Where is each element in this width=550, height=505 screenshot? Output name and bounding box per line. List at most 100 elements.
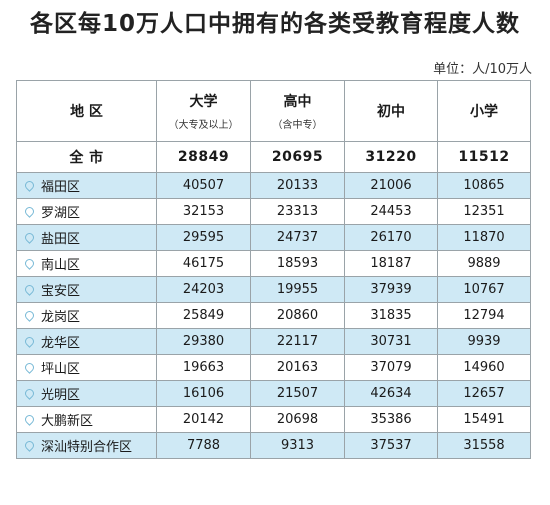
location-pin-icon — [23, 205, 36, 218]
table-row: 龙华区 29380 22117 30731 9939 — [16, 328, 531, 355]
value-cell: 32153 — [156, 198, 251, 225]
unit-label: 单位：人/10万人 — [433, 62, 532, 77]
header-district: 地 区 — [16, 80, 157, 142]
value-cell: 24203 — [156, 276, 251, 303]
total-value: 11512 — [437, 141, 531, 173]
location-pin-icon — [23, 231, 36, 244]
district-name: 光明区 — [41, 388, 81, 403]
district-name-cell: 大鹏新区 — [16, 406, 157, 433]
table-row: 龙岗区 25849 20860 31835 12794 — [16, 302, 531, 329]
value-cell: 25849 — [156, 302, 251, 329]
location-pin-icon — [23, 335, 36, 348]
value-cell: 19663 — [156, 354, 251, 381]
value-cell: 31835 — [344, 302, 438, 329]
header-highschool: 高中 （含中专） — [250, 80, 345, 142]
location-pin-icon — [23, 283, 36, 296]
value-cell: 31558 — [437, 432, 531, 459]
value-cell: 46175 — [156, 250, 251, 277]
value-cell: 12794 — [437, 302, 531, 329]
header-row: 地 区 大学 （大专及以上） 高中 （含中专） 初中 小学 — [16, 80, 531, 142]
value-cell: 29595 — [156, 224, 251, 251]
header-university-sub: （大专及以上） — [168, 120, 239, 131]
location-pin-icon — [23, 413, 36, 426]
value-cell: 22117 — [250, 328, 345, 355]
value-cell: 12657 — [437, 380, 531, 407]
district-name: 深汕特别合作区 — [41, 440, 133, 455]
district-name: 龙岗区 — [41, 310, 81, 325]
value-cell: 37079 — [344, 354, 438, 381]
value-cell: 20133 — [250, 172, 345, 199]
value-cell: 14960 — [437, 354, 531, 381]
value-cell: 10865 — [437, 172, 531, 199]
district-name-cell: 南山区 — [16, 250, 157, 277]
header-highschool-sub: （含中专） — [272, 120, 323, 131]
table-row: 大鹏新区 20142 20698 35386 15491 — [16, 406, 531, 433]
value-cell: 30731 — [344, 328, 438, 355]
value-cell: 16106 — [156, 380, 251, 407]
value-cell: 24453 — [344, 198, 438, 225]
district-name: 坪山区 — [41, 362, 81, 377]
location-pin-icon — [23, 361, 36, 374]
value-cell: 42634 — [344, 380, 438, 407]
value-cell: 19955 — [250, 276, 345, 303]
value-cell: 7788 — [156, 432, 251, 459]
value-cell: 24737 — [250, 224, 345, 251]
total-value: 31220 — [344, 141, 438, 173]
district-name: 罗湖区 — [41, 206, 81, 221]
header-middleschool: 初中 — [344, 80, 438, 142]
location-pin-icon — [23, 309, 36, 322]
total-value: 20695 — [250, 141, 345, 173]
value-cell: 37537 — [344, 432, 438, 459]
district-name-cell: 福田区 — [16, 172, 157, 199]
table-row: 南山区 46175 18593 18187 9889 — [16, 250, 531, 277]
table-row: 宝安区 24203 19955 37939 10767 — [16, 276, 531, 303]
value-cell: 18593 — [250, 250, 345, 277]
value-cell: 20860 — [250, 302, 345, 329]
value-cell: 21006 — [344, 172, 438, 199]
value-cell: 11870 — [437, 224, 531, 251]
district-name: 龙华区 — [41, 336, 81, 351]
district-name-cell: 宝安区 — [16, 276, 157, 303]
value-cell: 26170 — [344, 224, 438, 251]
education-table: 地 区 大学 （大专及以上） 高中 （含中专） 初中 小学 全 市 28849 … — [16, 80, 531, 459]
value-cell: 18187 — [344, 250, 438, 277]
value-cell: 35386 — [344, 406, 438, 433]
page-title: 各区每10万人口中拥有的各类受教育程度人数 — [29, 11, 520, 37]
value-cell: 20698 — [250, 406, 345, 433]
header-university: 大学 （大专及以上） — [156, 80, 251, 142]
district-name: 南山区 — [41, 258, 81, 273]
table-row: 罗湖区 32153 23313 24453 12351 — [16, 198, 531, 225]
district-name-cell: 光明区 — [16, 380, 157, 407]
value-cell: 9313 — [250, 432, 345, 459]
district-name-cell: 盐田区 — [16, 224, 157, 251]
value-cell: 21507 — [250, 380, 345, 407]
total-value: 28849 — [156, 141, 251, 173]
table-row: 深汕特别合作区 7788 9313 37537 31558 — [16, 432, 531, 459]
location-pin-icon — [23, 179, 36, 192]
header-primary: 小学 — [437, 80, 531, 142]
value-cell: 9939 — [437, 328, 531, 355]
table-row: 坪山区 19663 20163 37079 14960 — [16, 354, 531, 381]
district-name-cell: 罗湖区 — [16, 198, 157, 225]
value-cell: 9889 — [437, 250, 531, 277]
district-name: 盐田区 — [41, 232, 81, 247]
district-name-cell: 龙岗区 — [16, 302, 157, 329]
value-cell: 37939 — [344, 276, 438, 303]
value-cell: 20142 — [156, 406, 251, 433]
value-cell: 10767 — [437, 276, 531, 303]
total-name: 全 市 — [16, 141, 157, 173]
value-cell: 23313 — [250, 198, 345, 225]
table-row: 福田区 40507 20133 21006 10865 — [16, 172, 531, 199]
value-cell: 15491 — [437, 406, 531, 433]
district-name: 宝安区 — [41, 284, 81, 299]
total-row: 全 市 28849 20695 31220 11512 — [16, 141, 531, 173]
location-pin-icon — [23, 257, 36, 270]
value-cell: 40507 — [156, 172, 251, 199]
district-name: 福田区 — [41, 180, 81, 195]
district-name-cell: 坪山区 — [16, 354, 157, 381]
value-cell: 29380 — [156, 328, 251, 355]
district-name-cell: 深汕特别合作区 — [16, 432, 157, 459]
value-cell: 20163 — [250, 354, 345, 381]
district-name-cell: 龙华区 — [16, 328, 157, 355]
table-row: 光明区 16106 21507 42634 12657 — [16, 380, 531, 407]
